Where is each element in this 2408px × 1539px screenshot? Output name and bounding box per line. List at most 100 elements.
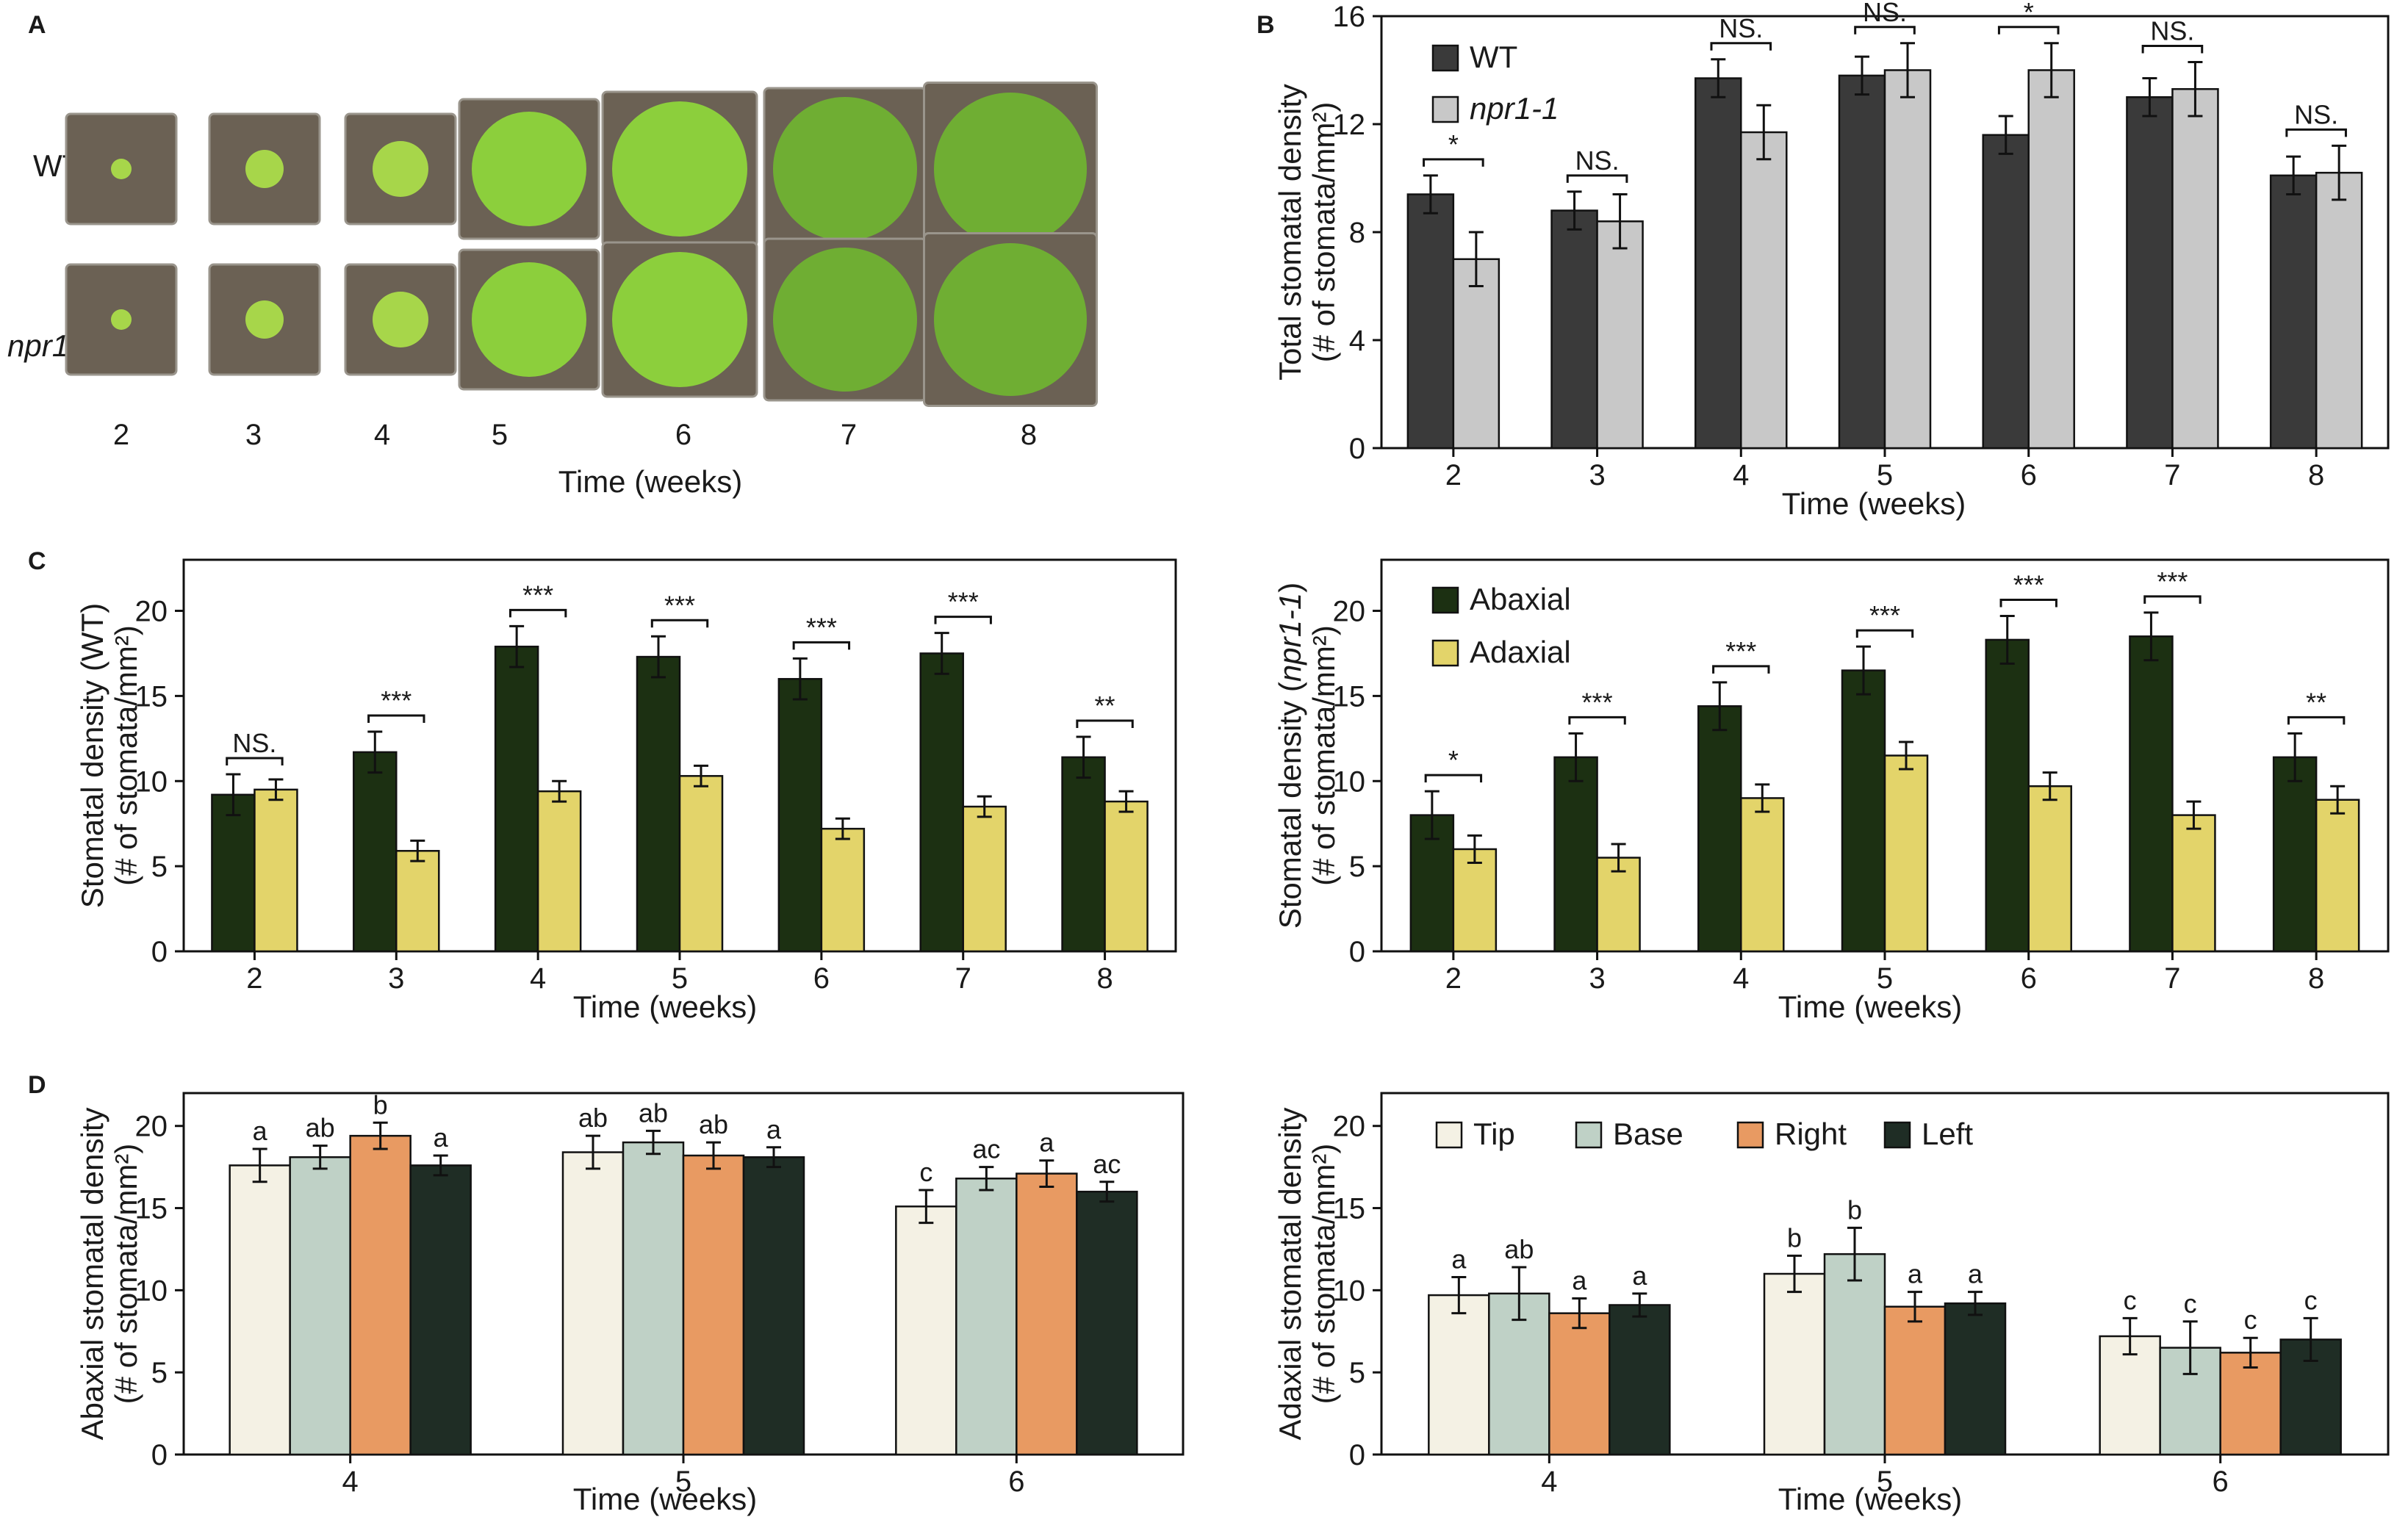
y-axis-label: Abaxial stomatal density(# of stomata/mm… <box>75 1108 143 1441</box>
x-tick-label: 8 <box>2308 459 2324 491</box>
photo-week-label: 5 <box>492 419 508 451</box>
x-tick-label: 8 <box>2308 962 2324 995</box>
bar <box>678 775 724 953</box>
x-tick-label: 5 <box>1877 1466 1893 1498</box>
bar <box>955 1178 1018 1456</box>
bar <box>1697 705 1742 953</box>
rosette-shape <box>612 252 747 387</box>
bar <box>1883 69 1932 450</box>
x-tick-label: 8 <box>1096 962 1113 995</box>
y-tick-label: 0 <box>151 936 168 968</box>
significance-label: ** <box>1095 691 1115 721</box>
bar <box>1694 77 1742 450</box>
bar <box>682 1154 745 1456</box>
significance-bracket <box>1424 774 1483 783</box>
x-tick-label: 4 <box>530 962 546 995</box>
legend-swatch <box>1883 1121 1911 1149</box>
significance-label: NS. <box>1863 0 1907 27</box>
y-axis-label-line: Total stomatal density <box>1273 84 1307 381</box>
bar <box>777 677 823 953</box>
rosette-shape <box>934 243 1087 396</box>
photo-week-label: 3 <box>245 419 262 451</box>
y-tick-label: 20 <box>135 1111 168 1143</box>
bar <box>1740 797 1785 953</box>
bar <box>536 790 582 953</box>
bar <box>2171 814 2216 953</box>
legend-label: Tip <box>1473 1117 1515 1151</box>
legend-swatch <box>1575 1121 1603 1149</box>
rosette-shape <box>111 309 132 330</box>
x-tick-label: 3 <box>1589 459 1605 491</box>
bar <box>2272 756 2318 953</box>
bar <box>622 1141 685 1456</box>
x-tick-label: 3 <box>388 962 404 995</box>
x-tick-label: 5 <box>1877 459 1893 491</box>
bar <box>1076 1190 1138 1456</box>
bar <box>2129 635 2174 953</box>
bar <box>1452 848 1498 953</box>
x-tick-label: 7 <box>2164 459 2180 491</box>
significance-letter: ab <box>639 1098 668 1128</box>
significance-bracket <box>2285 128 2347 137</box>
x-tick-label: 6 <box>2021 962 2037 995</box>
significance-letter: a <box>253 1116 268 1146</box>
y-tick-label: 5 <box>151 1357 168 1389</box>
significance-bracket <box>1712 665 1770 674</box>
legend: WT npr1-1 <box>1431 40 1559 126</box>
bar <box>1016 1172 1078 1456</box>
significance-letter: ab <box>699 1109 728 1139</box>
significance-letter: a <box>434 1122 449 1153</box>
y-tick-label: 5 <box>1349 1357 1365 1389</box>
legend: Tip Base Right Left <box>1435 1117 1973 1151</box>
significance-bracket <box>1423 158 1484 167</box>
y-axis-label-line: Abaxial stomatal density <box>75 1108 109 1441</box>
significance-letter: a <box>1572 1266 1587 1296</box>
y-tick-label: 12 <box>1333 109 1366 141</box>
bar <box>1944 1302 2007 1456</box>
plant-photo <box>458 248 600 391</box>
significance-bracket <box>934 616 992 624</box>
bar <box>1841 669 1886 953</box>
legend-swatch <box>1736 1121 1764 1149</box>
panel-letter-b: B <box>1257 11 1275 39</box>
bar <box>2315 171 2363 450</box>
legend-swatch <box>1431 586 1459 614</box>
x-tick-label: 4 <box>1541 1466 1557 1498</box>
bar <box>919 652 964 953</box>
bar <box>353 751 398 953</box>
bar <box>1104 800 1149 953</box>
significance-letter: a <box>1451 1244 1467 1274</box>
bar <box>349 1134 411 1456</box>
photo-week-label: 7 <box>841 419 857 451</box>
y-tick-label: 16 <box>1333 1 1366 33</box>
rosette-shape <box>373 141 428 197</box>
x-axis-label: Time (weeks) <box>573 1482 757 1516</box>
bar <box>1550 209 1598 450</box>
bar <box>1982 134 2030 450</box>
bar <box>494 645 539 953</box>
significance-bracket <box>792 641 851 650</box>
bar <box>962 805 1007 953</box>
significance-label: NS. <box>1575 145 1620 176</box>
bar <box>1548 1312 1611 1456</box>
significance-label: * <box>1448 745 1459 775</box>
significance-letter: ab <box>1504 1234 1534 1264</box>
bar <box>2027 69 2075 450</box>
y-axis-label-line: Stomatal density (npr1-1) <box>1273 583 1307 929</box>
y-tick-label: 5 <box>151 851 168 883</box>
bar <box>2099 1335 2161 1456</box>
legend-swatch <box>1435 1121 1463 1149</box>
x-axis-label: Time (weeks) <box>1778 990 1962 1024</box>
significance-label: * <box>1448 129 1459 159</box>
bar <box>820 827 866 953</box>
x-tick-label: 5 <box>675 1466 691 1498</box>
bar <box>1406 193 1455 450</box>
significance-letter: c <box>2244 1305 2257 1335</box>
significance-letter: a <box>1968 1259 1983 1289</box>
plant-photo <box>458 98 600 240</box>
photo-week-label: 4 <box>374 419 390 451</box>
